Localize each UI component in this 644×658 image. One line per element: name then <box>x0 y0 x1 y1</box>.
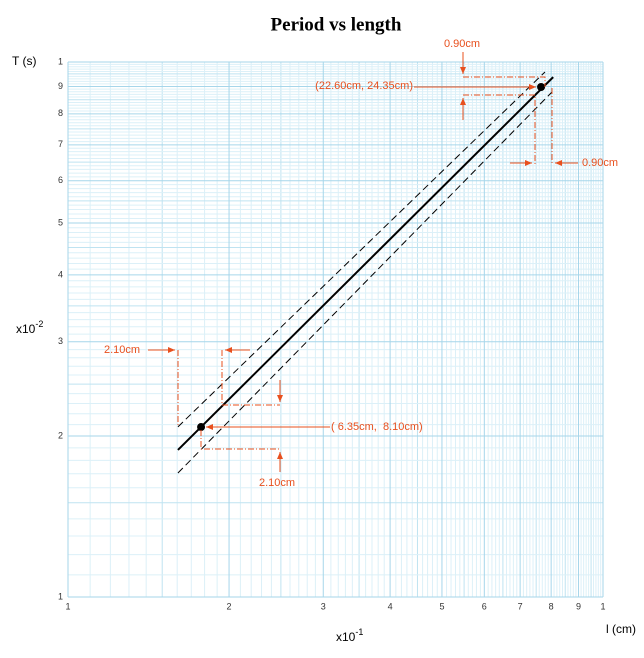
y-tick-label: 1 <box>58 56 63 66</box>
x-multiplier: x10-1 <box>336 627 363 644</box>
x-tick-label: 3 <box>321 601 326 611</box>
x-tick-label: 4 <box>388 601 393 611</box>
annotation: 2.10cm <box>259 477 295 489</box>
x-axis-label: l (cm) <box>606 622 636 636</box>
y-tick-label: 8 <box>58 108 63 118</box>
annotation: 0.90cm <box>444 38 480 50</box>
guide <box>463 76 546 87</box>
y-tick-label: 6 <box>58 175 63 185</box>
marks <box>177 71 554 474</box>
x-tick-label: 7 <box>518 601 523 611</box>
annotation: 0.90cm <box>582 157 618 169</box>
chart-title: Period vs length <box>271 14 402 35</box>
x-tick-label: 5 <box>439 601 444 611</box>
annotations: 0.90cm (22.60cm, 24.35cm) 0.90cm 2.10cm … <box>104 38 618 489</box>
fit-line <box>177 91 553 474</box>
data-point <box>537 82 546 91</box>
x-multiplier-base: x10 <box>336 630 356 644</box>
x-tick-label: 9 <box>576 601 581 611</box>
x-tick-label: 1 <box>65 601 70 611</box>
x-tick-label: 1 <box>600 601 605 611</box>
guide <box>200 430 280 450</box>
guide <box>463 94 536 165</box>
x-tick-label: 6 <box>482 601 487 611</box>
annotation: (22.60cm, 24.35cm) <box>315 80 413 92</box>
y-tick-label: 4 <box>58 269 63 279</box>
y-tick-label: 7 <box>58 139 63 149</box>
y-tick-label: 9 <box>58 81 63 91</box>
fit-line <box>177 76 554 451</box>
grid <box>67 61 604 598</box>
y-multiplier-exp: -2 <box>35 319 43 329</box>
x-tick-label: 8 <box>549 601 554 611</box>
y-tick-label: 1 <box>58 591 63 601</box>
fit-line <box>177 71 546 428</box>
y-tick-label: 3 <box>58 336 63 346</box>
y-axis-label: T (s) <box>12 54 36 68</box>
data-point <box>197 423 206 432</box>
annotation: 2.10cm <box>104 344 140 356</box>
x-multiplier-exp: -1 <box>355 627 363 637</box>
y-multiplier: x10-2 <box>16 319 43 336</box>
y-tick-label: 2 <box>58 430 63 440</box>
annotation: ( 6.35cm, 8.10cm) <box>331 421 423 433</box>
y-tick-label: 5 <box>58 217 63 227</box>
guide <box>221 350 280 406</box>
x-tick-label: 2 <box>227 601 232 611</box>
y-multiplier-base: x10 <box>16 322 36 336</box>
